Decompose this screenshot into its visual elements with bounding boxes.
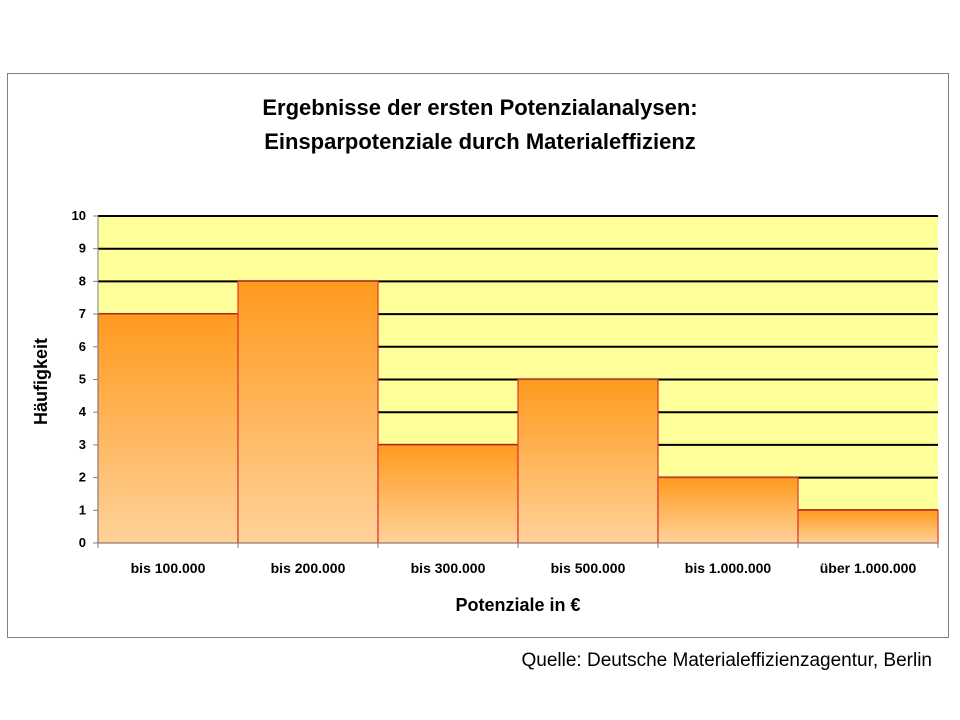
chart-title-line-2: Einsparpotenziale durch Materialeffizien… (264, 129, 696, 154)
y-tick-label-1: 1 (79, 502, 86, 517)
x-tick-label-3: bis 300.000 (411, 560, 486, 576)
y-tick-label-5: 5 (79, 372, 86, 387)
y-tick-label-10: 10 (72, 208, 86, 223)
chart-title-line-1: Ergebnisse der ersten Potenzialanalysen: (262, 95, 698, 120)
y-tick-label-3: 3 (79, 437, 86, 452)
bar-1 (97, 313, 239, 544)
x-tick-label-4: bis 500.000 (551, 560, 626, 576)
y-tick-label-2: 2 (79, 470, 86, 485)
y-tick-label-8: 8 (79, 273, 86, 288)
x-tick-label-5: bis 1.000.000 (685, 560, 772, 576)
y-tick-label-7: 7 (79, 306, 86, 321)
bar-5 (657, 477, 799, 544)
bar-3 (377, 444, 519, 544)
source-note: Quelle: Deutsche Materialeffizienzagentu… (521, 650, 933, 671)
chart-title: Ergebnisse der ersten Potenzialanalysen:… (0, 91, 960, 159)
bar-4 (517, 378, 659, 544)
y-tick-label-6: 6 (79, 339, 86, 354)
bar-2 (237, 280, 379, 544)
y-tick-label-9: 9 (79, 241, 86, 256)
x-tick-label-6: über 1.000.000 (820, 560, 917, 576)
y-axis-title: Häufigkeit (31, 338, 51, 425)
y-tick-label-4: 4 (79, 404, 87, 419)
y-tick-label-0: 0 (79, 535, 86, 550)
x-axis-title: Potenziale in € (455, 595, 580, 615)
x-tick-label-2: bis 200.000 (271, 560, 346, 576)
x-tick-label-1: bis 100.000 (131, 560, 206, 576)
bar-6 (797, 509, 939, 544)
